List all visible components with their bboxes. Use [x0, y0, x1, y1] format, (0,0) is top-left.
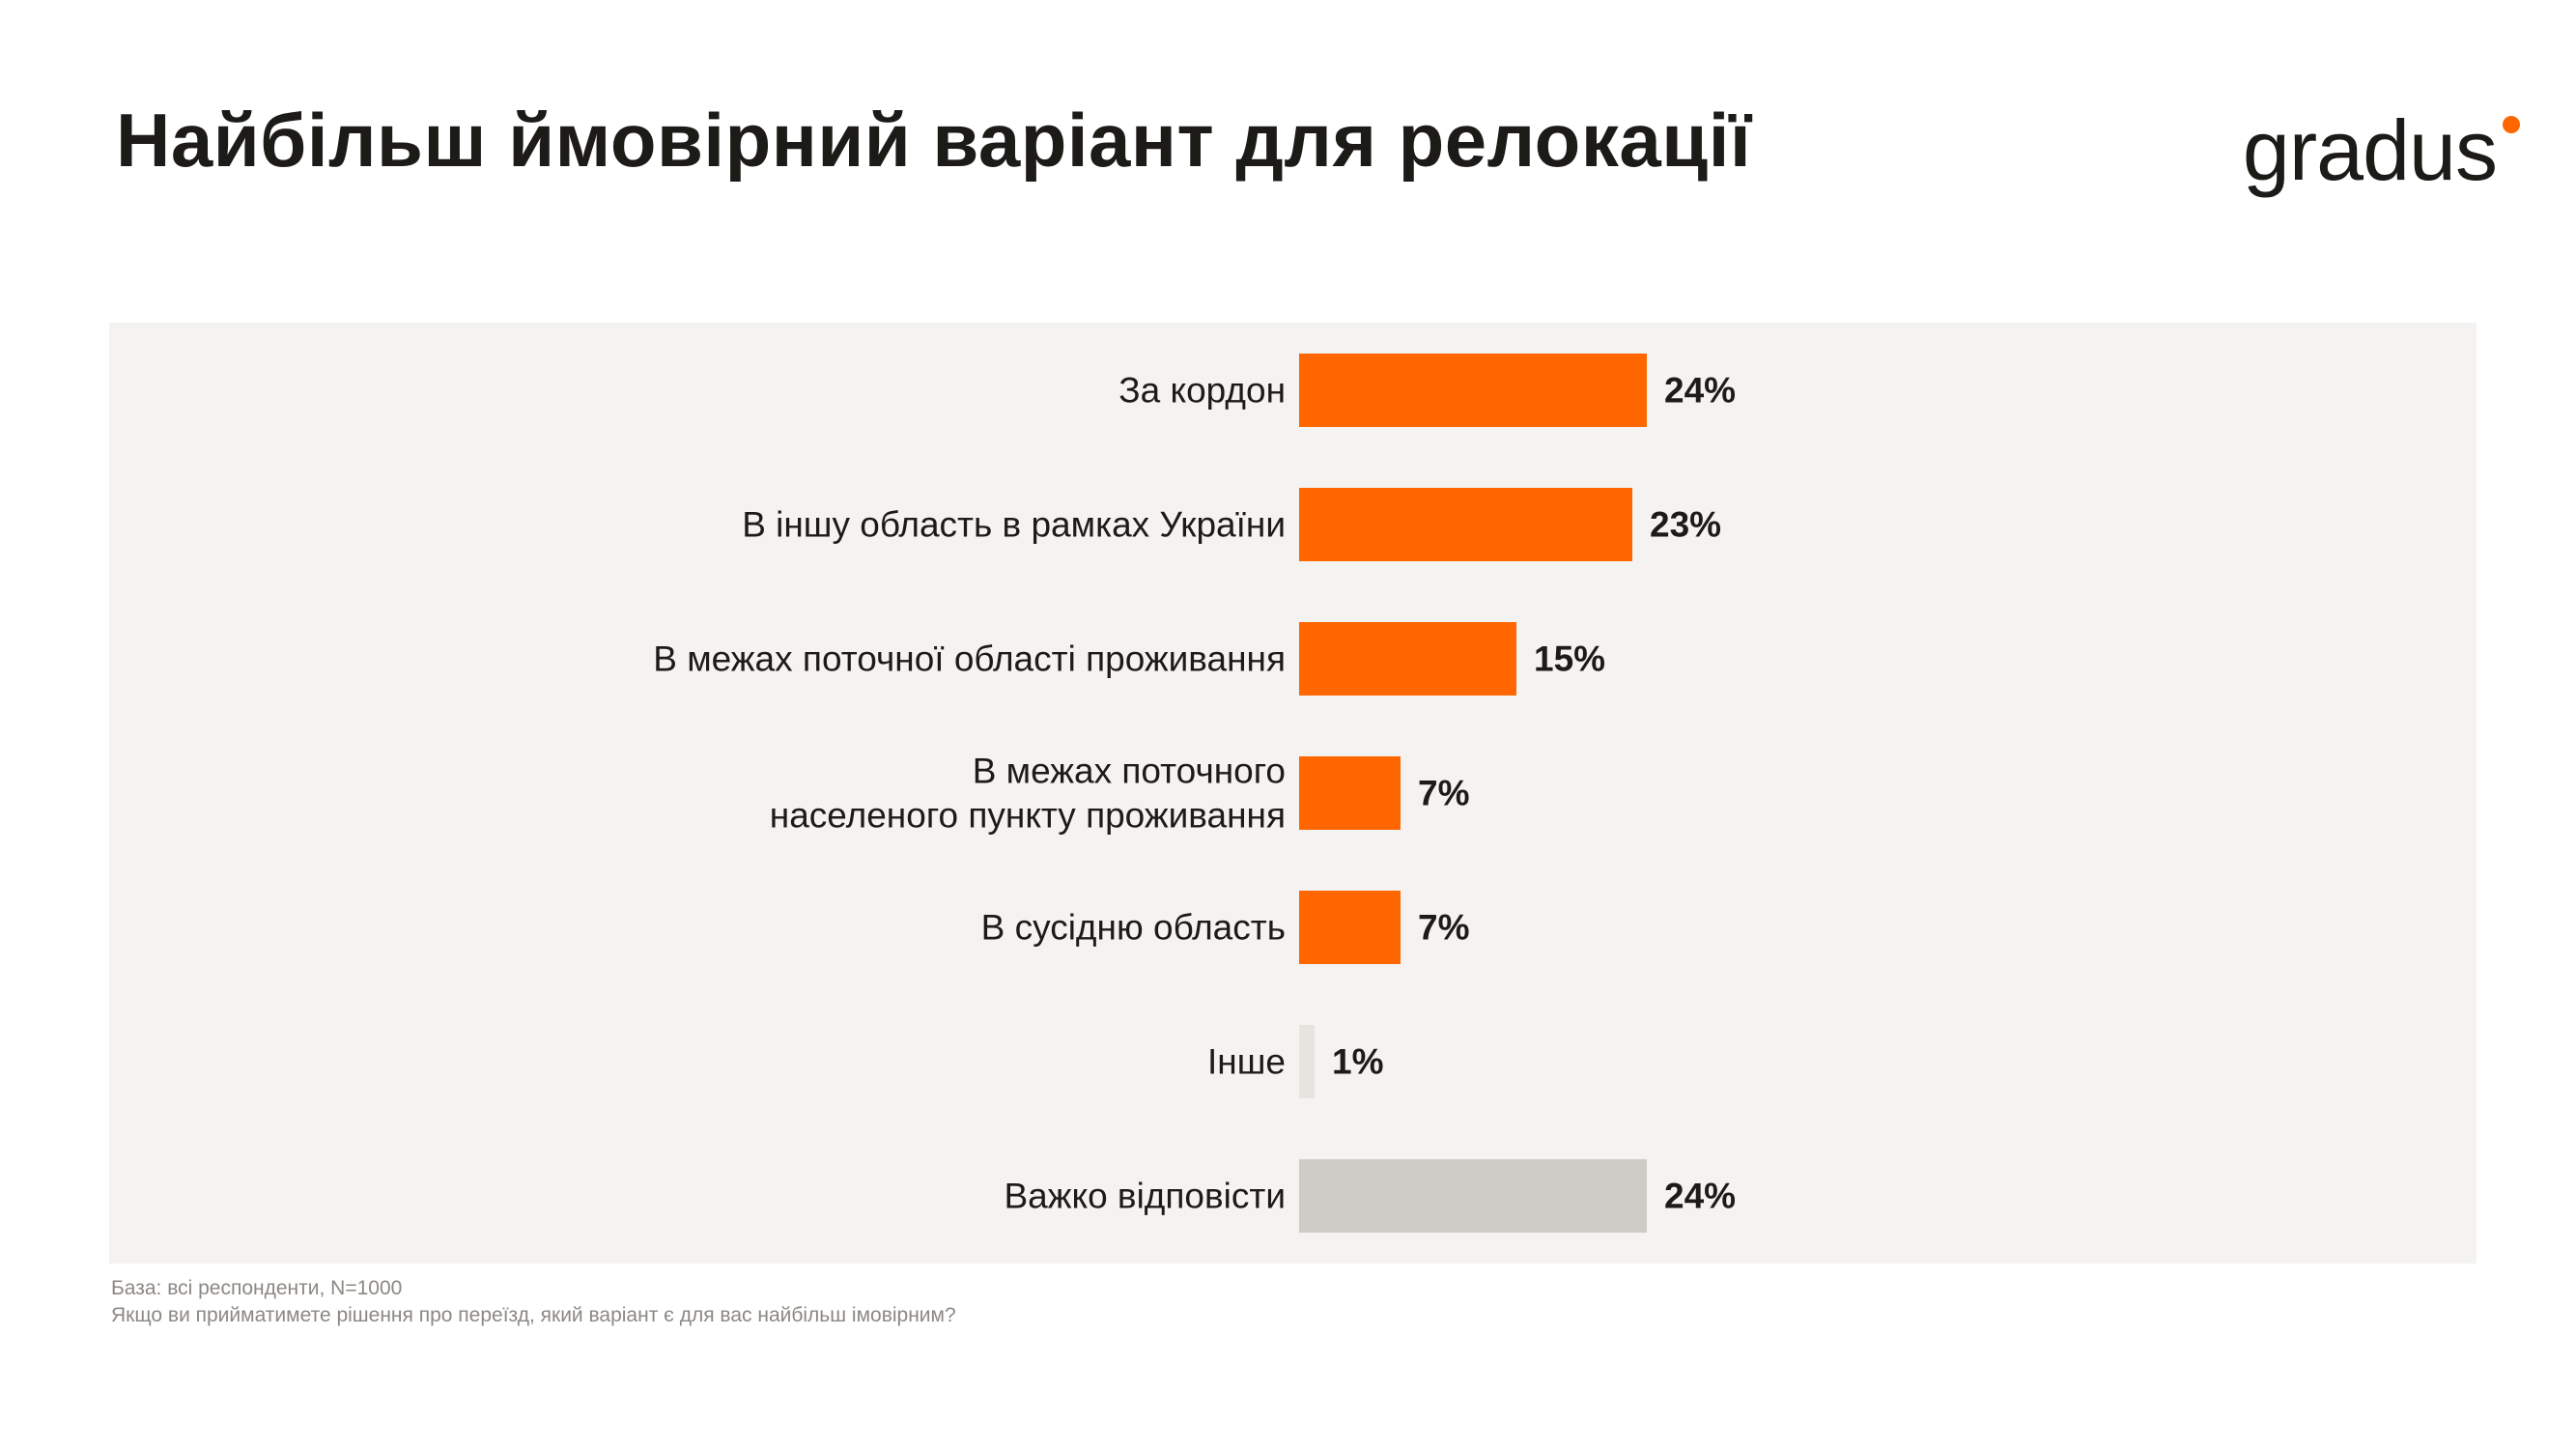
category-label: Інше: [1207, 1042, 1286, 1082]
category-label: Важко відповісти: [1004, 1177, 1286, 1216]
category-label: В межах поточного: [973, 752, 1286, 791]
gradus-logo: gradus: [2243, 108, 2520, 193]
value-label: 1%: [1332, 1042, 1383, 1082]
category-label: В межах поточної області проживання: [653, 639, 1286, 679]
bar: [1299, 354, 1647, 427]
chart-background: [109, 323, 2477, 1264]
value-label: 15%: [1534, 639, 1605, 679]
bar: [1299, 891, 1401, 964]
chart-panel: 24% За кордон 23% В іншу область в рамках У…: [109, 323, 2477, 1264]
value-label: 7%: [1418, 908, 1469, 948]
bar-chart: 24% За кордон 23% В іншу область в рамках У…: [109, 323, 2477, 1264]
logo-text: gradus: [2242, 102, 2498, 198]
value-label: 24%: [1664, 1177, 1736, 1216]
logo-dot-icon: [2503, 116, 2520, 133]
category-label: населеного пункту проживання: [770, 796, 1286, 836]
category-label: В сусідню область: [981, 908, 1286, 948]
bar: [1299, 1025, 1315, 1098]
category-label: За кордон: [1118, 371, 1286, 411]
page-title: Найбільш ймовірний варіант для релокації: [116, 98, 1752, 183]
bar: [1299, 622, 1516, 696]
value-label: 24%: [1664, 371, 1736, 411]
bar: [1299, 488, 1632, 561]
category-label: В іншу область в рамках України: [742, 505, 1286, 545]
value-label: 7%: [1418, 774, 1469, 813]
value-label: 23%: [1650, 505, 1721, 545]
bar: [1299, 1159, 1647, 1233]
footnote-base: База: всі респонденти, N=1000: [111, 1277, 403, 1299]
footnote-question: Якщо ви прийматимете рішення про переїзд…: [111, 1304, 956, 1326]
bar: [1299, 756, 1401, 830]
